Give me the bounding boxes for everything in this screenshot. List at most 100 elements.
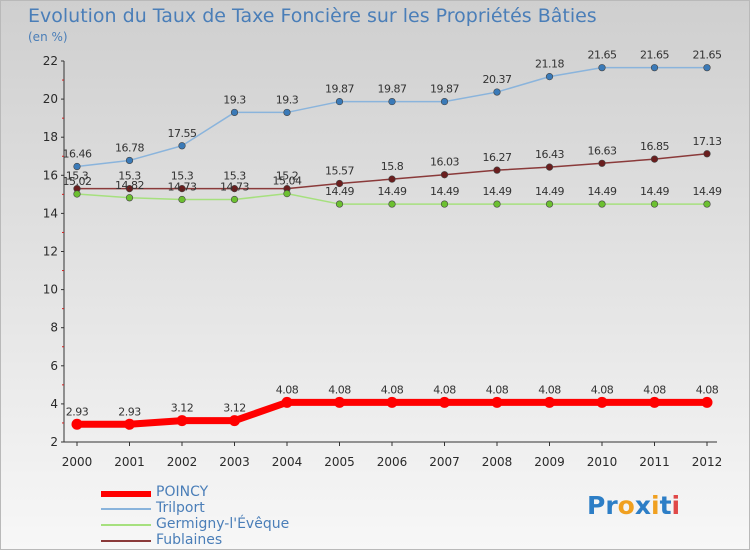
data-label-fublaines: 16.43 — [535, 148, 564, 161]
y-tick-label: 14 — [43, 206, 58, 220]
data-label-germigny-l-v-que: 14.73 — [220, 180, 249, 193]
point-fublaines — [178, 185, 186, 193]
x-tick-label: 2001 — [114, 455, 145, 469]
data-label-fublaines: 15.3 — [223, 170, 246, 183]
point-fublaines — [493, 166, 501, 174]
data-label-poincy: 2.93 — [66, 405, 89, 418]
point-trilport — [125, 156, 134, 165]
legend-label-germigny: Germigny-l'Évêque — [156, 516, 290, 532]
point-trilport — [388, 97, 396, 106]
x-tick-label: 2003 — [219, 455, 250, 469]
y-tick-label: 22 — [43, 54, 58, 68]
x-tick-label: 2006 — [377, 455, 408, 469]
legend-label-poincy: POINCY — [156, 484, 209, 500]
data-label-trilport: 16.46 — [63, 148, 92, 161]
data-label-trilport: 21.65 — [693, 49, 722, 62]
point-fublaines — [650, 155, 659, 163]
data-label-poincy: 3.12 — [171, 402, 194, 415]
data-label-fublaines: 16.03 — [430, 156, 459, 169]
x-tick-label: 2004 — [272, 455, 303, 469]
point-poincy — [229, 415, 240, 427]
data-label-germigny-l-v-que: 14.82 — [115, 179, 144, 192]
point-fublaines — [440, 171, 449, 179]
point-germigny-l-v-que — [440, 200, 449, 208]
y-tick-label: 16 — [43, 168, 58, 182]
data-label-poincy: 2.93 — [118, 405, 141, 418]
data-label-fublaines: 15.57 — [325, 164, 354, 177]
point-trilport — [703, 64, 711, 72]
data-label-trilport: 21.18 — [535, 58, 564, 71]
x-tick-label: 2000 — [62, 455, 93, 469]
data-label-trilport: 17.55 — [168, 127, 197, 140]
point-poincy — [334, 396, 345, 408]
data-label-germigny-l-v-que: 14.49 — [378, 185, 407, 198]
data-label-germigny-l-v-que: 15.02 — [63, 175, 92, 188]
logo-letter: t — [659, 491, 672, 520]
point-poincy — [71, 418, 83, 430]
logo-letter: r — [605, 491, 618, 520]
data-label-poincy: 4.08 — [381, 383, 404, 396]
data-label-fublaines: 16.63 — [588, 144, 617, 157]
data-label-germigny-l-v-que: 14.49 — [640, 185, 669, 198]
y-tick-label: 12 — [43, 245, 58, 259]
data-label-fublaines: 15.2 — [276, 170, 299, 183]
x-tick-label: 2008 — [482, 455, 513, 469]
point-fublaines — [703, 150, 711, 158]
point-fublaines — [545, 163, 554, 171]
point-trilport — [545, 73, 554, 81]
point-poincy — [281, 396, 293, 408]
data-label-fublaines: 17.13 — [693, 135, 722, 148]
proxiti-logo: Proxiti — [587, 491, 680, 520]
point-trilport — [598, 64, 606, 72]
data-label-poincy: 4.08 — [643, 383, 666, 396]
logo-letter: i — [651, 491, 660, 520]
point-poincy — [176, 415, 188, 427]
data-label-germigny-l-v-que: 14.49 — [325, 185, 354, 198]
y-tick-label: 2 — [50, 435, 58, 449]
point-germigny-l-v-que — [545, 200, 554, 208]
point-poincy — [124, 418, 135, 430]
point-poincy — [386, 396, 398, 408]
data-label-poincy: 4.08 — [328, 383, 351, 396]
legend-label-trilport: Trilport — [156, 500, 205, 516]
y-tick-label: 8 — [50, 321, 58, 335]
point-germigny-l-v-que — [388, 200, 396, 208]
point-germigny-l-v-que — [125, 194, 134, 202]
data-label-trilport: 20.37 — [483, 73, 512, 86]
point-trilport — [650, 64, 659, 72]
point-poincy — [649, 396, 660, 408]
point-poincy — [701, 396, 713, 408]
logo-letter: o — [617, 491, 635, 520]
x-tick-label: 2012 — [692, 455, 723, 469]
legend-swatch-germigny — [101, 524, 151, 526]
point-germigny-l-v-que — [650, 200, 659, 208]
data-label-fublaines: 16.27 — [483, 151, 512, 164]
data-label-fublaines: 15.8 — [381, 160, 404, 173]
point-trilport — [230, 108, 239, 117]
point-fublaines — [388, 175, 396, 183]
point-poincy — [491, 396, 503, 408]
x-tick-label: 2005 — [324, 455, 355, 469]
point-germigny-l-v-que — [230, 195, 239, 204]
data-label-poincy: 4.08 — [276, 383, 299, 396]
data-label-fublaines: 15.3 — [171, 170, 194, 183]
y-tick-label: 4 — [50, 397, 58, 411]
point-germigny-l-v-que — [493, 200, 501, 208]
point-fublaines — [598, 159, 606, 167]
x-tick-label: 2010 — [587, 455, 618, 469]
point-germigny-l-v-que — [335, 200, 344, 208]
data-label-trilport: 19.3 — [276, 93, 299, 106]
data-label-poincy: 3.12 — [223, 402, 246, 415]
point-poincy — [596, 396, 608, 408]
x-tick-label: 2011 — [639, 455, 670, 469]
legend-swatch-poincy — [101, 491, 151, 497]
data-label-germigny-l-v-que: 14.49 — [483, 185, 512, 198]
point-trilport — [73, 162, 81, 171]
data-label-fublaines: 15.3 — [118, 170, 141, 183]
data-label-trilport: 19.87 — [430, 83, 459, 96]
point-germigny-l-v-que — [598, 200, 606, 208]
data-label-trilport: 19.87 — [325, 83, 354, 96]
x-tick-label: 2009 — [534, 455, 565, 469]
